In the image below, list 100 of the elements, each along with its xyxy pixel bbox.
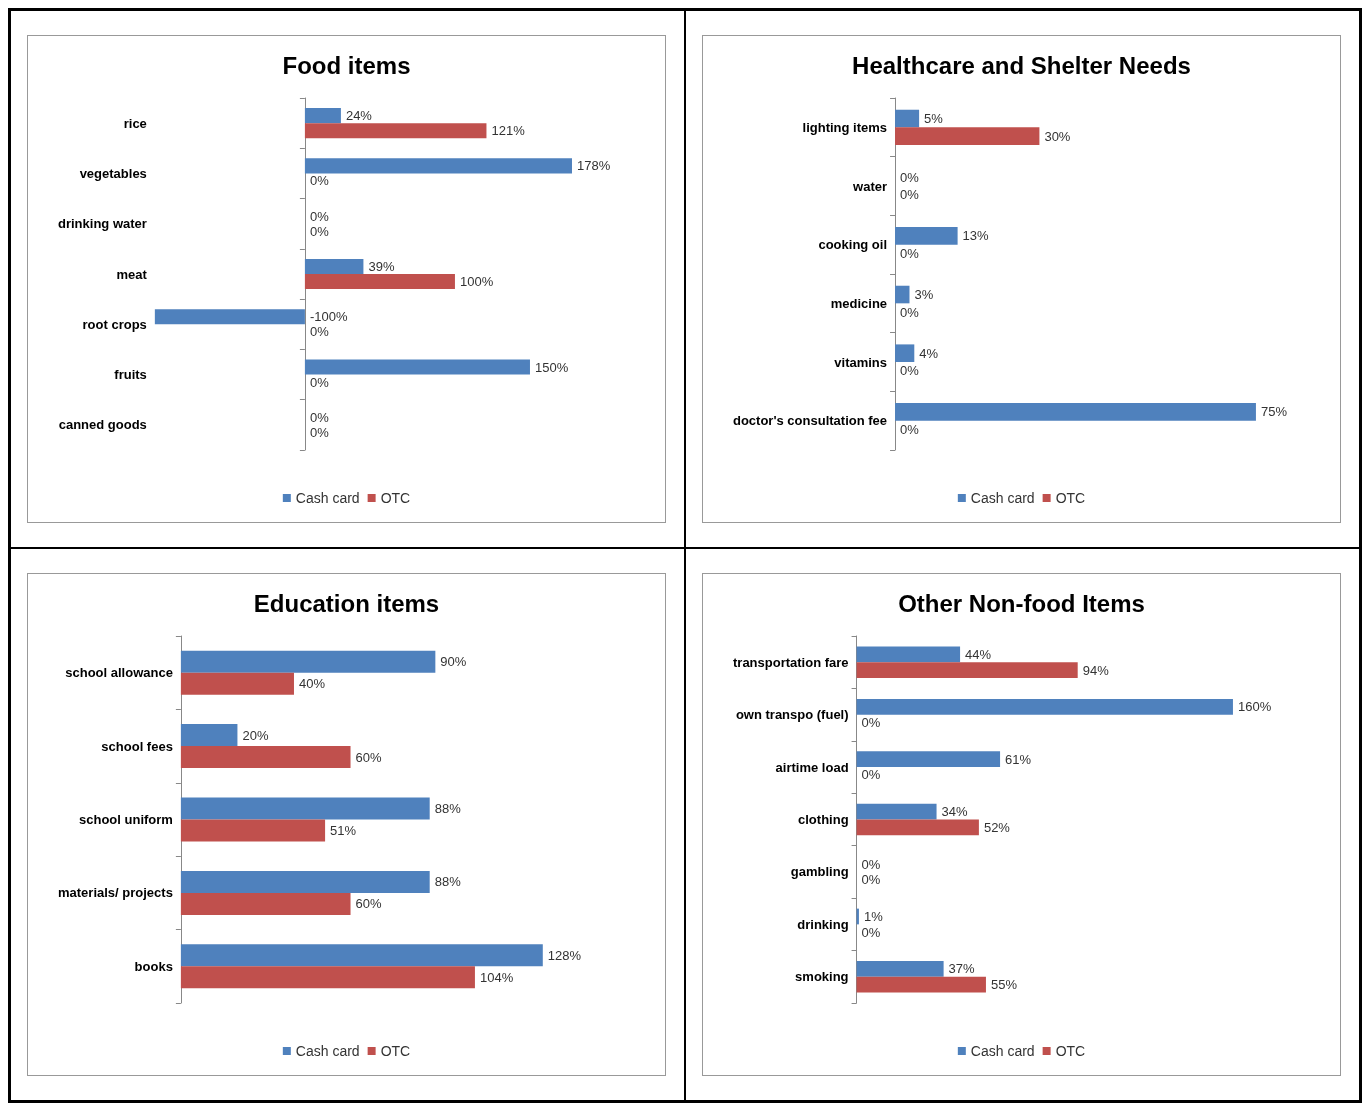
bar — [856, 976, 986, 993]
data-label: 0% — [861, 856, 881, 872]
y-tick-label: smoking — [795, 969, 849, 985]
y-tick-label: school allowance — [65, 665, 173, 681]
data-label: 0% — [900, 421, 920, 437]
chart-title: Education items — [253, 589, 440, 617]
bar — [180, 819, 326, 842]
data-label: 60% — [355, 749, 382, 765]
bar — [180, 966, 475, 989]
data-label: 0% — [900, 304, 920, 320]
y-tick-label: doctor's consultation fee — [732, 413, 888, 429]
bar — [180, 672, 294, 695]
bar — [304, 258, 364, 274]
data-label: 0% — [309, 223, 330, 239]
bar — [856, 751, 1001, 768]
data-label: 1% — [863, 908, 884, 924]
y-tick-label: materials/ projects — [58, 885, 173, 901]
y-tick-label: canned goods — [58, 417, 147, 433]
data-label: 30% — [1044, 128, 1071, 144]
data-label: 104% — [479, 969, 514, 985]
legend-label: Cash card — [295, 490, 360, 506]
data-label: 52% — [983, 819, 1011, 835]
y-tick-label: drinking — [797, 916, 849, 932]
data-label: 0% — [861, 767, 881, 783]
y-tick-label: rice — [123, 115, 147, 131]
y-tick-label: drinking water — [57, 216, 147, 232]
data-label: 0% — [309, 409, 330, 425]
legend-label: Cash card — [970, 1043, 1035, 1059]
data-label: 121% — [491, 123, 526, 139]
data-label: 34% — [941, 804, 969, 820]
bar — [180, 724, 238, 747]
bar — [895, 344, 915, 362]
legend-label: OTC — [1055, 1043, 1086, 1059]
y-tick-label: transportation fare — [732, 654, 849, 670]
bar — [856, 698, 1233, 715]
data-label: 0% — [309, 374, 330, 390]
bar — [856, 803, 937, 820]
data-label: 0% — [309, 208, 330, 224]
bar — [856, 819, 979, 836]
bar — [856, 662, 1078, 678]
y-tick-label: meat — [116, 266, 148, 282]
bar — [895, 285, 910, 304]
data-label: 0% — [309, 173, 330, 189]
y-tick-label: school fees — [101, 738, 173, 754]
data-label: 0% — [309, 324, 330, 340]
data-label: 75% — [1260, 404, 1288, 420]
y-tick-label: cooking oil — [818, 237, 888, 253]
bar — [180, 746, 351, 769]
y-tick-label: water — [852, 178, 888, 194]
data-label: 20% — [242, 727, 269, 743]
bar — [304, 108, 341, 124]
legend-label: Cash card — [295, 1043, 360, 1059]
y-tick-label: school uniform — [79, 812, 173, 827]
chart-title: Food items — [282, 51, 411, 79]
data-label: 0% — [900, 245, 920, 261]
data-label: 55% — [990, 977, 1018, 993]
data-label: 60% — [355, 896, 382, 912]
data-label: 13% — [962, 228, 990, 244]
bar — [304, 274, 455, 290]
bar — [895, 227, 958, 245]
legend-label: OTC — [380, 490, 411, 506]
bar — [856, 646, 961, 663]
data-label: 51% — [330, 823, 357, 839]
y-tick-label: own transpo (fuel) — [735, 707, 849, 723]
data-label: 160% — [1237, 699, 1272, 715]
legend-label: OTC — [1055, 490, 1086, 506]
bar — [180, 944, 543, 967]
bar — [895, 127, 1040, 145]
data-label: 0% — [309, 424, 330, 440]
data-label: 0% — [900, 187, 920, 203]
bar — [180, 650, 436, 673]
data-label: 100% — [459, 274, 494, 290]
data-label: 39% — [368, 258, 395, 274]
data-label: 0% — [861, 872, 881, 888]
chart-title: Healthcare and Shelter Needs — [852, 51, 1191, 79]
data-label: 61% — [1005, 751, 1032, 767]
data-label: -100% — [309, 309, 348, 325]
bar — [180, 892, 351, 915]
data-label: 0% — [900, 363, 920, 379]
bar — [304, 158, 572, 174]
y-tick-label: clothing — [798, 812, 849, 827]
data-label: 4% — [919, 345, 939, 361]
data-label: 37% — [948, 961, 976, 977]
bar — [304, 359, 530, 375]
data-label: 90% — [440, 654, 467, 670]
data-label: 0% — [900, 169, 920, 185]
bar — [895, 403, 1256, 421]
data-label: 40% — [298, 676, 326, 692]
data-label: 128% — [547, 947, 582, 963]
y-tick-label: root crops — [82, 316, 147, 332]
data-label: 88% — [434, 800, 462, 816]
data-label: 3% — [914, 287, 934, 303]
data-label: 94% — [1082, 662, 1110, 678]
data-label: 44% — [965, 646, 992, 662]
data-label: 24% — [345, 108, 373, 124]
y-tick-label: gambling — [790, 864, 849, 880]
bar — [180, 870, 430, 893]
data-label: 5% — [924, 111, 944, 127]
bar — [154, 309, 305, 325]
data-label: 150% — [534, 359, 569, 375]
